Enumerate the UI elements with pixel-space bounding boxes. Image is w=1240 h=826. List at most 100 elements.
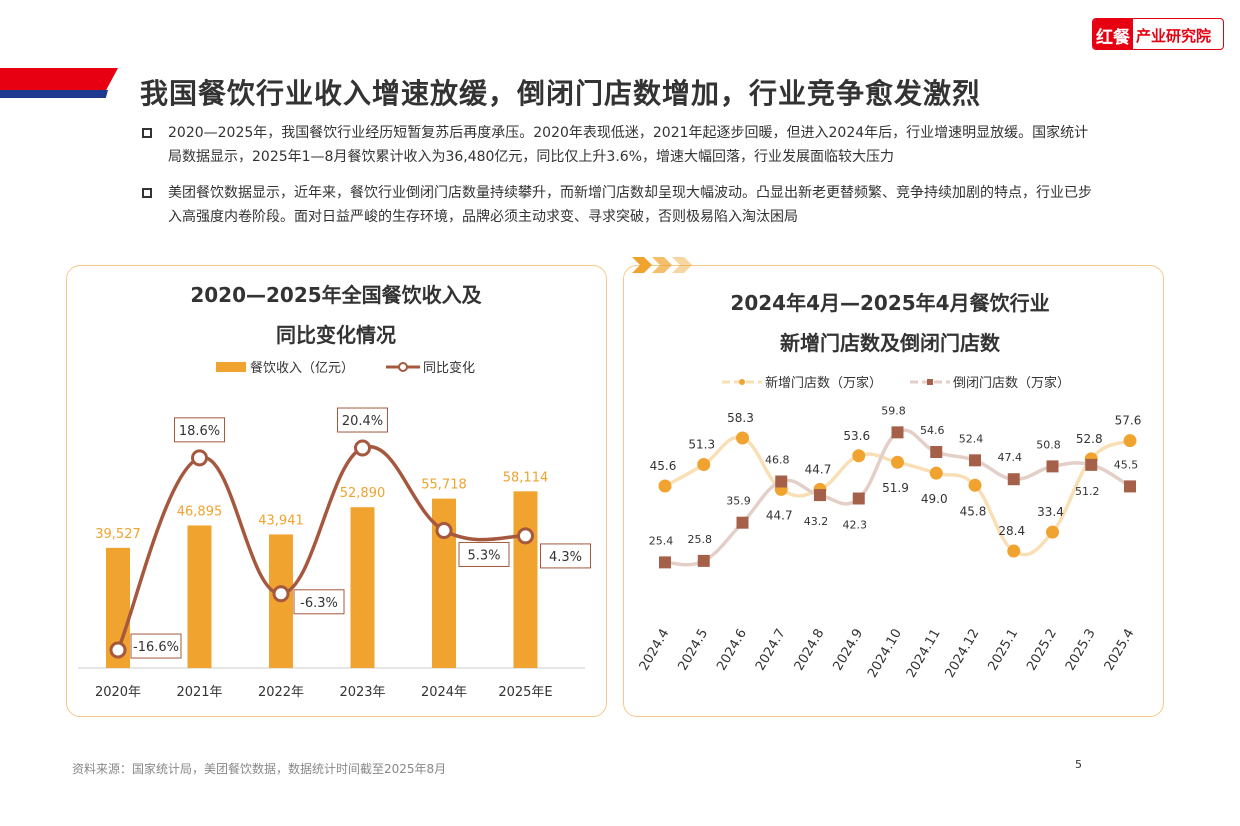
yoy-point	[109, 641, 127, 659]
new-stores-label: 49.0	[921, 492, 948, 506]
yoy-point	[354, 439, 371, 457]
x-tick-label: 2024年	[421, 685, 467, 700]
closed-stores-label: 54.6	[920, 424, 945, 437]
yoy-label: 4.3%	[549, 550, 582, 565]
new-stores-label: 52.8	[1076, 432, 1103, 446]
closed-stores-label: 25.4	[649, 534, 674, 547]
new-stores-label: 53.6	[843, 429, 870, 443]
yoy-label-box	[293, 589, 345, 615]
yoy-point	[272, 585, 290, 603]
new-stores-label: 51.9	[882, 481, 909, 495]
new-stores-point	[736, 431, 749, 445]
new-stores-point	[1007, 544, 1021, 558]
yoy-label-box	[130, 633, 182, 659]
yoy-label: 20.4%	[342, 414, 383, 429]
closed-stores-label: 46.8	[765, 453, 790, 466]
logo-text: 产业研究院	[1136, 27, 1212, 45]
new-stores-point	[929, 466, 943, 480]
header-red-stripe	[0, 68, 118, 90]
yoy-point	[517, 527, 534, 545]
x-tick-label: 2020年	[95, 685, 141, 700]
new-stores-label: 44.7	[805, 462, 832, 476]
new-stores-point	[891, 455, 904, 469]
x-tick-label: 2024.11	[904, 627, 944, 681]
bullet-2: 美团餐饮数据显示，近年来，餐饮行业倒闭门店数量持续攀升，而新增门店数却呈现大幅波…	[140, 181, 1100, 229]
right-chart-panel	[623, 265, 1164, 717]
logo-mark: 红餐	[1093, 19, 1133, 49]
page-number: 5	[1075, 758, 1082, 771]
bullet-text: 2020—2025年，我国餐饮行业经历短暂复苏后再度承压。2020年表现低迷，2…	[168, 125, 1089, 165]
x-tick-label: 2025.3	[1063, 627, 1099, 674]
new-stores-point	[658, 479, 672, 493]
yoy-label: 5.3%	[467, 548, 500, 563]
new-stores-label: 57.6	[1115, 414, 1142, 428]
yoy-point	[435, 521, 453, 539]
logo: 红餐 产业研究院	[1092, 18, 1224, 50]
revenue-label: 55,718	[421, 478, 467, 493]
closed-stores-point	[891, 426, 904, 439]
x-tick-label: 2024.6	[714, 627, 750, 674]
legend-new-marker	[739, 379, 745, 385]
closed-stores-point	[775, 475, 788, 488]
x-tick-label: 2024.8	[792, 627, 828, 674]
revenue-label: 58,114	[503, 470, 549, 485]
closed-stores-point	[814, 489, 826, 502]
closed-stores-label: 35.9	[726, 495, 751, 508]
left-chart-title-2: 同比变化情况	[276, 323, 396, 347]
closed-stores-label: 45.5	[1114, 458, 1139, 471]
revenue-label: 52,890	[340, 486, 386, 501]
x-tick-label: 2024.5	[675, 627, 711, 674]
new-stores-label: 28.4	[998, 524, 1025, 538]
x-tick-label: 2024.7	[753, 627, 789, 674]
closed-stores-point	[1007, 473, 1020, 486]
yoy-label-box	[174, 417, 225, 443]
new-stores-label: 44.7	[766, 508, 793, 522]
revenue-label: 39,527	[95, 527, 141, 542]
right-chart-title-1: 2024年4月—2025年4月餐饮行业	[730, 291, 1049, 315]
right-chart-title-2: 新增门店数及倒闭门店数	[780, 331, 1001, 355]
yoy-label-box	[337, 407, 388, 433]
x-tick-label: 2024.9	[830, 627, 866, 674]
closed-stores-label: 51.2	[1075, 485, 1100, 498]
page-title: 我国餐饮行业收入增速放缓，倒闭门店数增加，行业竞争愈发激烈	[140, 77, 982, 110]
source-note: 资料来源：国家统计局，美团餐饮数据，数据统计时间截至2025年8月	[72, 762, 447, 776]
x-tick-label: 2025.1	[985, 627, 1021, 674]
closed-stores-point	[736, 516, 749, 529]
revenue-bar	[187, 525, 212, 668]
new-stores-point	[968, 478, 982, 492]
new-stores-point	[1123, 434, 1137, 448]
bullet-text: 美团餐饮数据显示，近年来，餐饮行业倒闭门店数量持续攀升，而新增门店数却呈现大幅波…	[168, 185, 1092, 225]
closed-stores-label: 59.8	[881, 404, 906, 417]
closed-stores-point	[1085, 458, 1098, 471]
bullet-1: 2020—2025年，我国餐饮行业经历短暂复苏后再度承压。2020年表现低迷，2…	[140, 121, 1100, 169]
closed-stores-label: 52.4	[959, 432, 984, 445]
x-tick-label: 2024.12	[943, 627, 983, 681]
legend-new-label: 新增门店数（万家）	[765, 375, 882, 391]
x-tick-label: 2025.4	[1102, 627, 1138, 674]
new-stores-label: 45.6	[650, 459, 677, 473]
x-tick-label: 2022年	[258, 685, 304, 700]
yoy-label: 18.6%	[179, 424, 220, 439]
x-tick-label: 2025年E	[498, 685, 552, 700]
closed-stores-label: 42.3	[843, 519, 868, 532]
x-tick-label: 2024.4	[637, 627, 673, 674]
closed-stores-point	[697, 554, 710, 567]
x-tick-label: 2025.2	[1024, 627, 1060, 674]
legend-closed-label: 倒闭门店数（万家）	[953, 375, 1070, 391]
closed-stores-label: 47.4	[998, 451, 1023, 464]
new-stores-label: 58.3	[727, 411, 754, 425]
header-blue-stripe	[0, 90, 108, 98]
new-stores-label: 51.3	[688, 437, 715, 451]
left-chart-panel	[66, 265, 607, 717]
closed-stores-label: 25.8	[688, 533, 713, 546]
x-tick-label: 2024.10	[865, 627, 905, 681]
new-stores-point	[1046, 525, 1059, 539]
yoy-label: -6.3%	[300, 596, 338, 611]
revenue-bar	[513, 491, 538, 668]
new-stores-label: 45.8	[960, 504, 987, 518]
closed-stores-point	[1046, 460, 1059, 473]
chevron-arrows-icon	[632, 257, 692, 273]
x-tick-label: 2021年	[176, 685, 222, 700]
closed-stores-point	[969, 454, 981, 467]
